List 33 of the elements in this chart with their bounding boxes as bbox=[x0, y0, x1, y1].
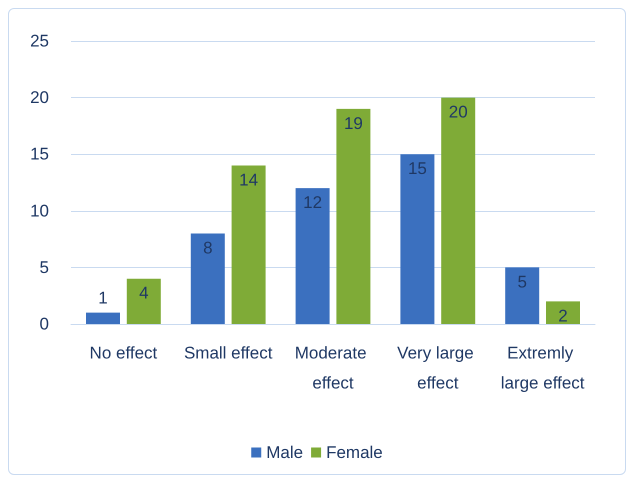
x-tick-label: Moderate effect bbox=[294, 344, 372, 392]
y-tick-label: 0 bbox=[40, 314, 49, 334]
x-tick-label: Small effect bbox=[184, 344, 273, 362]
bar bbox=[86, 312, 120, 324]
data-label: 15 bbox=[408, 159, 427, 178]
x-tick-label: No effect bbox=[90, 344, 158, 362]
x-tick-label: Very large effect bbox=[397, 344, 478, 392]
bar bbox=[126, 278, 161, 324]
y-tick-label: 5 bbox=[40, 258, 49, 277]
bar bbox=[505, 267, 540, 324]
y-tick-label: 20 bbox=[30, 88, 49, 108]
legend-label: Male bbox=[266, 443, 304, 462]
data-label: 19 bbox=[344, 114, 363, 133]
x-tick-label: Extremly large effect bbox=[500, 344, 585, 392]
bar bbox=[546, 301, 580, 324]
data-label: 20 bbox=[448, 102, 468, 122]
bar bbox=[232, 166, 266, 324]
data-label: 5 bbox=[517, 272, 527, 292]
y-tick-label: 15 bbox=[30, 144, 49, 164]
bar bbox=[336, 108, 370, 324]
data-label: 2 bbox=[558, 306, 568, 326]
data-label: 14 bbox=[239, 170, 258, 190]
data-label: 1 bbox=[98, 288, 108, 308]
y-tick-label: 10 bbox=[30, 201, 49, 220]
bar bbox=[296, 188, 330, 324]
data-label: 8 bbox=[203, 238, 213, 258]
y-tick-label: 25 bbox=[30, 32, 49, 50]
data-label: 12 bbox=[303, 193, 322, 212]
bar bbox=[190, 233, 225, 324]
legend-label: Female bbox=[326, 443, 383, 462]
bar bbox=[400, 154, 434, 324]
data-label: 4 bbox=[139, 284, 149, 303]
bar bbox=[441, 98, 476, 324]
